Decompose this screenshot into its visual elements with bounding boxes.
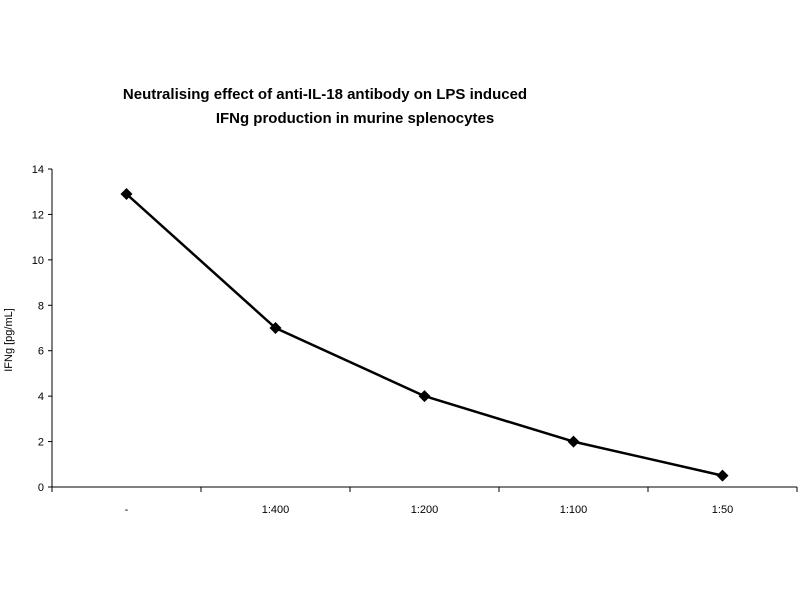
y-tick-label: 2 [38, 437, 44, 449]
y-tick-label: 6 [38, 346, 44, 358]
y-tick-label: 12 [32, 209, 44, 221]
x-ticks: - 1:400 1:200 1:100 1:50 [51, 487, 798, 516]
chart-title-line-1: Neutralising effect of anti-IL-18 antibo… [123, 86, 527, 103]
data-point-marker [418, 390, 431, 403]
x-tick-label: 1:50 [712, 504, 733, 516]
chart-title: Neutralising effect of anti-IL-18 antibo… [123, 86, 527, 127]
data-point-marker [120, 187, 133, 200]
data-point-marker [567, 435, 580, 448]
y-ticks: 0 2 4 6 8 10 12 14 [32, 164, 52, 494]
data-point-marker [269, 322, 282, 334]
axes [51, 169, 797, 488]
x-tick-label: 1:400 [262, 504, 290, 516]
series-line [125, 193, 723, 477]
y-tick-label: 8 [38, 300, 44, 312]
chart-title-line-2: IFNg production in murine splenocytes [216, 110, 494, 127]
y-tick-label: 0 [38, 482, 44, 494]
data-point-marker [716, 469, 729, 482]
x-tick-label: 1:100 [560, 504, 588, 516]
y-tick-label: 14 [32, 164, 44, 176]
x-tick-label: - [125, 504, 129, 516]
y-tick-label: 10 [32, 255, 44, 267]
y-tick-label: 4 [38, 391, 44, 403]
y-axis-label: IFNg [pg/mL] [3, 308, 15, 372]
series [120, 187, 729, 482]
x-tick-label: 1:200 [411, 504, 439, 516]
